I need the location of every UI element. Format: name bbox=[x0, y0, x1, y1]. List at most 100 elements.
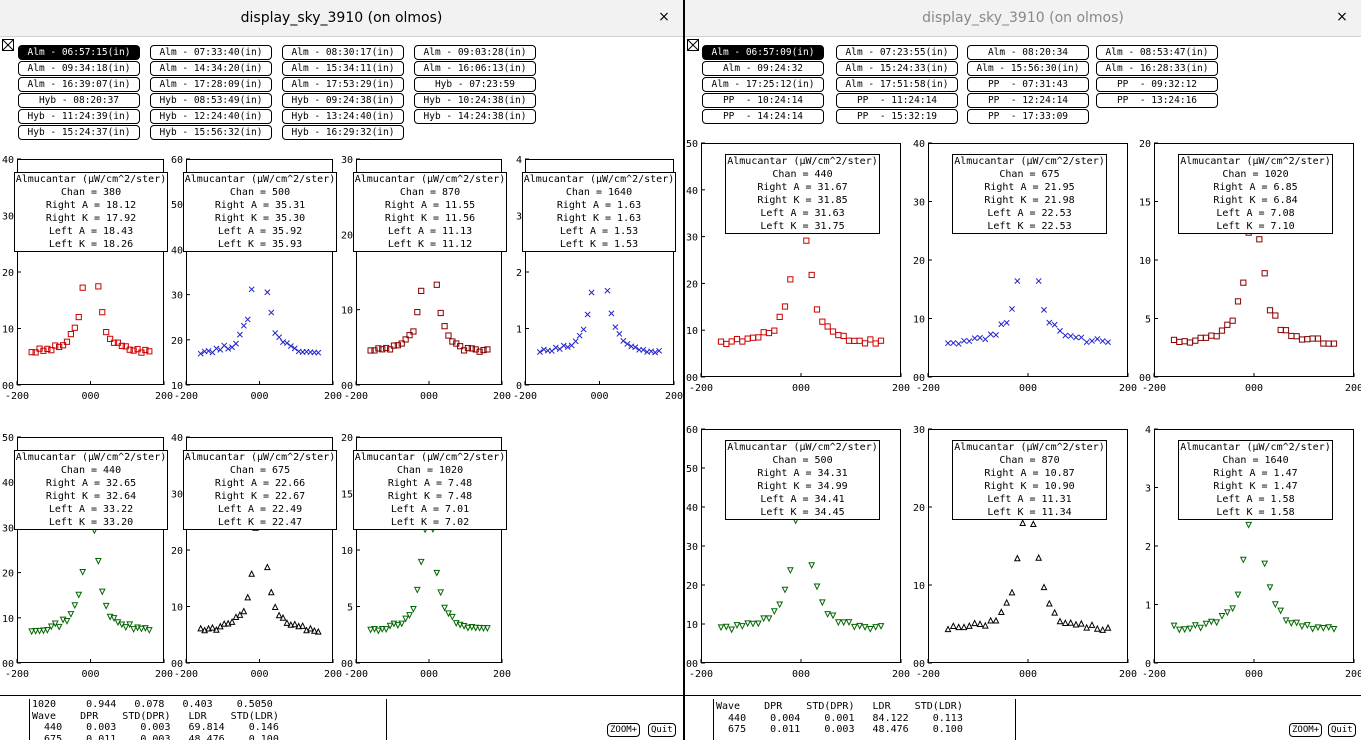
measurement-button[interactable]: Alm - 16:06:13(in) bbox=[414, 61, 536, 76]
plot-canvas: 00 10 20 30 40 -200 000 200 bbox=[171, 433, 342, 680]
close-icon[interactable]: × bbox=[658, 9, 670, 25]
x-tick-label: 000 bbox=[250, 391, 268, 402]
data-point bbox=[1191, 622, 1199, 630]
y-tick-label: 40 bbox=[171, 245, 183, 256]
channel-info-box: Almucantar (μW/cm^2/ster) Chan = 1020 Ri… bbox=[1178, 154, 1333, 234]
data-point bbox=[40, 627, 47, 635]
data-point bbox=[755, 334, 762, 341]
data-point bbox=[552, 344, 559, 351]
measurement-button[interactable]: PP - 17:33:09 bbox=[967, 109, 1089, 124]
title-bar[interactable]: display_sky_3910 (on olmos) × bbox=[0, 0, 683, 37]
data-point bbox=[146, 348, 153, 355]
data-point bbox=[36, 627, 43, 635]
tear-off-checkbox[interactable] bbox=[2, 39, 14, 51]
measurement-button[interactable]: Alm - 09:24:32 bbox=[702, 61, 824, 76]
data-point bbox=[1309, 335, 1316, 342]
measurement-button[interactable]: Alm - 06:57:15(in) bbox=[18, 45, 140, 60]
data-point bbox=[386, 622, 394, 630]
measurement-button[interactable]: PP - 07:31:43 bbox=[967, 77, 1089, 92]
data-point bbox=[1062, 332, 1069, 339]
data-point bbox=[749, 334, 757, 341]
measurement-button[interactable]: Hyb - 07:23:59 bbox=[414, 77, 536, 92]
measurement-button[interactable]: Hyb - 10:24:38(in) bbox=[414, 93, 536, 108]
almucantar-plot: 0 1 2 3 4 -200 000 200 Almucantar (μW/cm^2/ster)… bbox=[1142, 425, 1361, 680]
data-point bbox=[1045, 599, 1053, 607]
data-point bbox=[464, 344, 472, 352]
measurement-button[interactable]: Alm - 09:34:18(in) bbox=[18, 61, 140, 76]
measurement-button[interactable]: Alm - 15:34:11(in) bbox=[282, 61, 404, 76]
measurement-button[interactable]: Hyb - 14:24:38(in) bbox=[414, 109, 536, 124]
measurement-button[interactable]: Alm - 16:39:07(in) bbox=[18, 77, 140, 92]
quit-button[interactable]: Quit bbox=[1328, 723, 1356, 737]
data-point bbox=[998, 321, 1005, 328]
almucantar-plot: 00 10 20 30 40 -200 000 200 Almucantar (μW/cm^2/… bbox=[171, 433, 342, 680]
measurement-button[interactable]: Hyb - 08:53:49(in) bbox=[150, 93, 272, 108]
zoom-button[interactable]: ZOOM+ bbox=[1289, 723, 1323, 737]
data-point bbox=[1099, 625, 1107, 633]
data-point bbox=[786, 567, 794, 575]
measurement-button[interactable]: PP - 12:24:14 bbox=[967, 93, 1089, 108]
measurement-button[interactable]: Hyb - 13:24:40(in) bbox=[282, 109, 404, 124]
measurement-button[interactable]: Alm - 08:30:17(in) bbox=[282, 45, 404, 60]
data-point bbox=[1256, 236, 1263, 243]
measurement-button[interactable]: Hyb - 11:24:39(in) bbox=[18, 109, 140, 124]
y-tick-label: 4 bbox=[516, 155, 522, 166]
measurement-button[interactable]: Alm - 17:53:29(in) bbox=[282, 77, 404, 92]
measurement-button[interactable]: Hyb - 15:56:32(in) bbox=[150, 125, 272, 140]
data-point bbox=[1266, 307, 1274, 314]
measurement-button[interactable]: Alm - 14:34:20(in) bbox=[150, 61, 272, 76]
y-tick-label: 60 bbox=[686, 425, 698, 436]
measurement-button[interactable]: Alm - 15:24:33(in) bbox=[836, 61, 958, 76]
zoom-button[interactable]: ZOOM+ bbox=[607, 723, 641, 737]
measurement-button[interactable]: Alm - 17:51:58(in) bbox=[836, 77, 958, 92]
measurement-button[interactable]: PP - 13:24:16 bbox=[1096, 93, 1218, 108]
y-tick-label: 10 bbox=[2, 325, 14, 336]
data-point bbox=[1218, 327, 1226, 334]
y-tick-label: 00 bbox=[1139, 373, 1151, 384]
data-point bbox=[1192, 337, 1199, 344]
measurement-button[interactable]: Alm - 17:25:12(in) bbox=[702, 77, 824, 92]
data-point bbox=[32, 628, 40, 635]
data-point bbox=[228, 618, 236, 625]
channel-info-box: Almucantar (μW/cm^2/ster) Chan = 1640 Ri… bbox=[1178, 440, 1333, 520]
data-point bbox=[126, 346, 133, 353]
measurement-button[interactable]: Alm - 16:28:33(in) bbox=[1096, 61, 1218, 76]
measurement-button[interactable]: Hyb - 15:24:37(in) bbox=[18, 125, 140, 140]
data-point bbox=[1094, 336, 1101, 342]
measurement-button[interactable]: Alm - 07:33:40(in) bbox=[150, 45, 272, 60]
measurement-button[interactable]: PP - 11:24:14 bbox=[836, 93, 958, 108]
data-point bbox=[856, 622, 864, 630]
measurement-button[interactable]: Alm - 08:20:34 bbox=[967, 45, 1089, 60]
measurement-button[interactable]: Alm - 08:53:47(in) bbox=[1096, 45, 1218, 60]
quit-button[interactable]: Quit bbox=[648, 723, 676, 737]
measurement-button[interactable]: Alm - 06:57:09(in) bbox=[702, 45, 824, 60]
measurement-button[interactable]: Alm - 09:03:28(in) bbox=[414, 45, 536, 60]
data-point bbox=[476, 348, 483, 355]
measurement-button[interactable]: PP - 14:24:14 bbox=[702, 109, 824, 124]
data-point bbox=[122, 343, 129, 350]
x-tick-label: -200 bbox=[174, 669, 198, 680]
title-bar[interactable]: display_sky_3910 (on olmos) × bbox=[685, 0, 1361, 37]
measurement-button[interactable]: PP - 09:32:12 bbox=[1096, 77, 1218, 92]
data-point bbox=[1197, 624, 1205, 632]
measurement-button[interactable]: Hyb - 12:24:40(in) bbox=[150, 109, 272, 124]
data-point bbox=[987, 331, 994, 338]
measurement-button[interactable]: Hyb - 09:24:38(in) bbox=[282, 93, 404, 108]
data-point bbox=[106, 613, 114, 621]
measurement-button[interactable]: Alm - 07:23:55(in) bbox=[836, 45, 958, 60]
channel-info-box: Almucantar (μW/cm^2/ster) Chan = 500 Rig… bbox=[183, 172, 337, 252]
measurement-button[interactable]: PP - 10:24:14 bbox=[702, 93, 824, 108]
data-point bbox=[445, 610, 452, 618]
measurement-button[interactable]: Hyb - 08:20:37 bbox=[18, 93, 140, 108]
measurement-button[interactable]: Alm - 15:56:30(in) bbox=[967, 61, 1089, 76]
data-point bbox=[722, 623, 730, 631]
measurement-button[interactable]: Hyb - 16:29:32(in) bbox=[282, 125, 404, 140]
data-point bbox=[95, 283, 102, 290]
data-point bbox=[472, 624, 480, 632]
data-point bbox=[51, 620, 59, 628]
data-point bbox=[295, 622, 303, 630]
tear-off-checkbox[interactable] bbox=[687, 39, 699, 51]
close-icon[interactable]: × bbox=[1336, 9, 1348, 25]
measurement-button[interactable]: Alm - 17:28:09(in) bbox=[150, 77, 272, 92]
measurement-button[interactable]: PP - 15:32:19 bbox=[836, 109, 958, 124]
